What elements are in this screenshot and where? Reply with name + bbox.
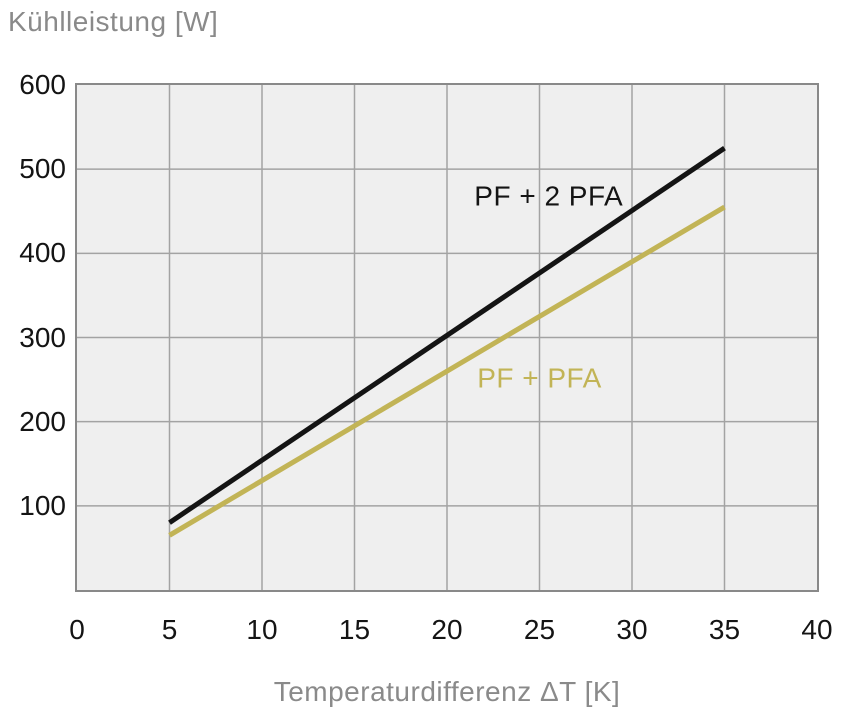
- y-tick-label-500: 500: [19, 153, 66, 185]
- x-tick-label-15: 15: [338, 614, 371, 645]
- x-tick-label-25: 25: [523, 614, 556, 645]
- y-axis-title: Kühlleistung [W]: [8, 6, 219, 37]
- y-tick-label-400: 400: [19, 237, 66, 269]
- y-tick-label-200: 200: [19, 405, 66, 437]
- x-tick-label-40: 40: [801, 614, 833, 645]
- x-tick-label-10: 10: [246, 614, 278, 645]
- x-tick-label-30: 30: [616, 614, 648, 645]
- x-tick-label-35: 35: [708, 614, 741, 645]
- x-axis-title: Temperaturdifferenz ΔT [K]: [273, 676, 621, 707]
- plot-area: PF + 2 PFA PF + PFA: [75, 83, 819, 592]
- series-line-pf-2-pfa: [168, 146, 726, 525]
- x-tick-label-0: 0: [69, 614, 85, 645]
- x-tick-label-5: 5: [161, 614, 178, 645]
- y-tick-label-100: 100: [19, 489, 66, 521]
- x-tick-label-20: 20: [431, 614, 463, 645]
- series-line-pf-pfa: [168, 204, 726, 538]
- y-tick-label-600: 600: [19, 69, 66, 100]
- series-label-pf-2-pfa: PF + 2 PFA: [474, 181, 623, 212]
- series-label-pf-pfa: PF + PFA: [477, 362, 602, 393]
- y-tick-label-300: 300: [19, 321, 66, 353]
- plot-canvas: PF + 2 PFA PF + PFA: [77, 85, 817, 590]
